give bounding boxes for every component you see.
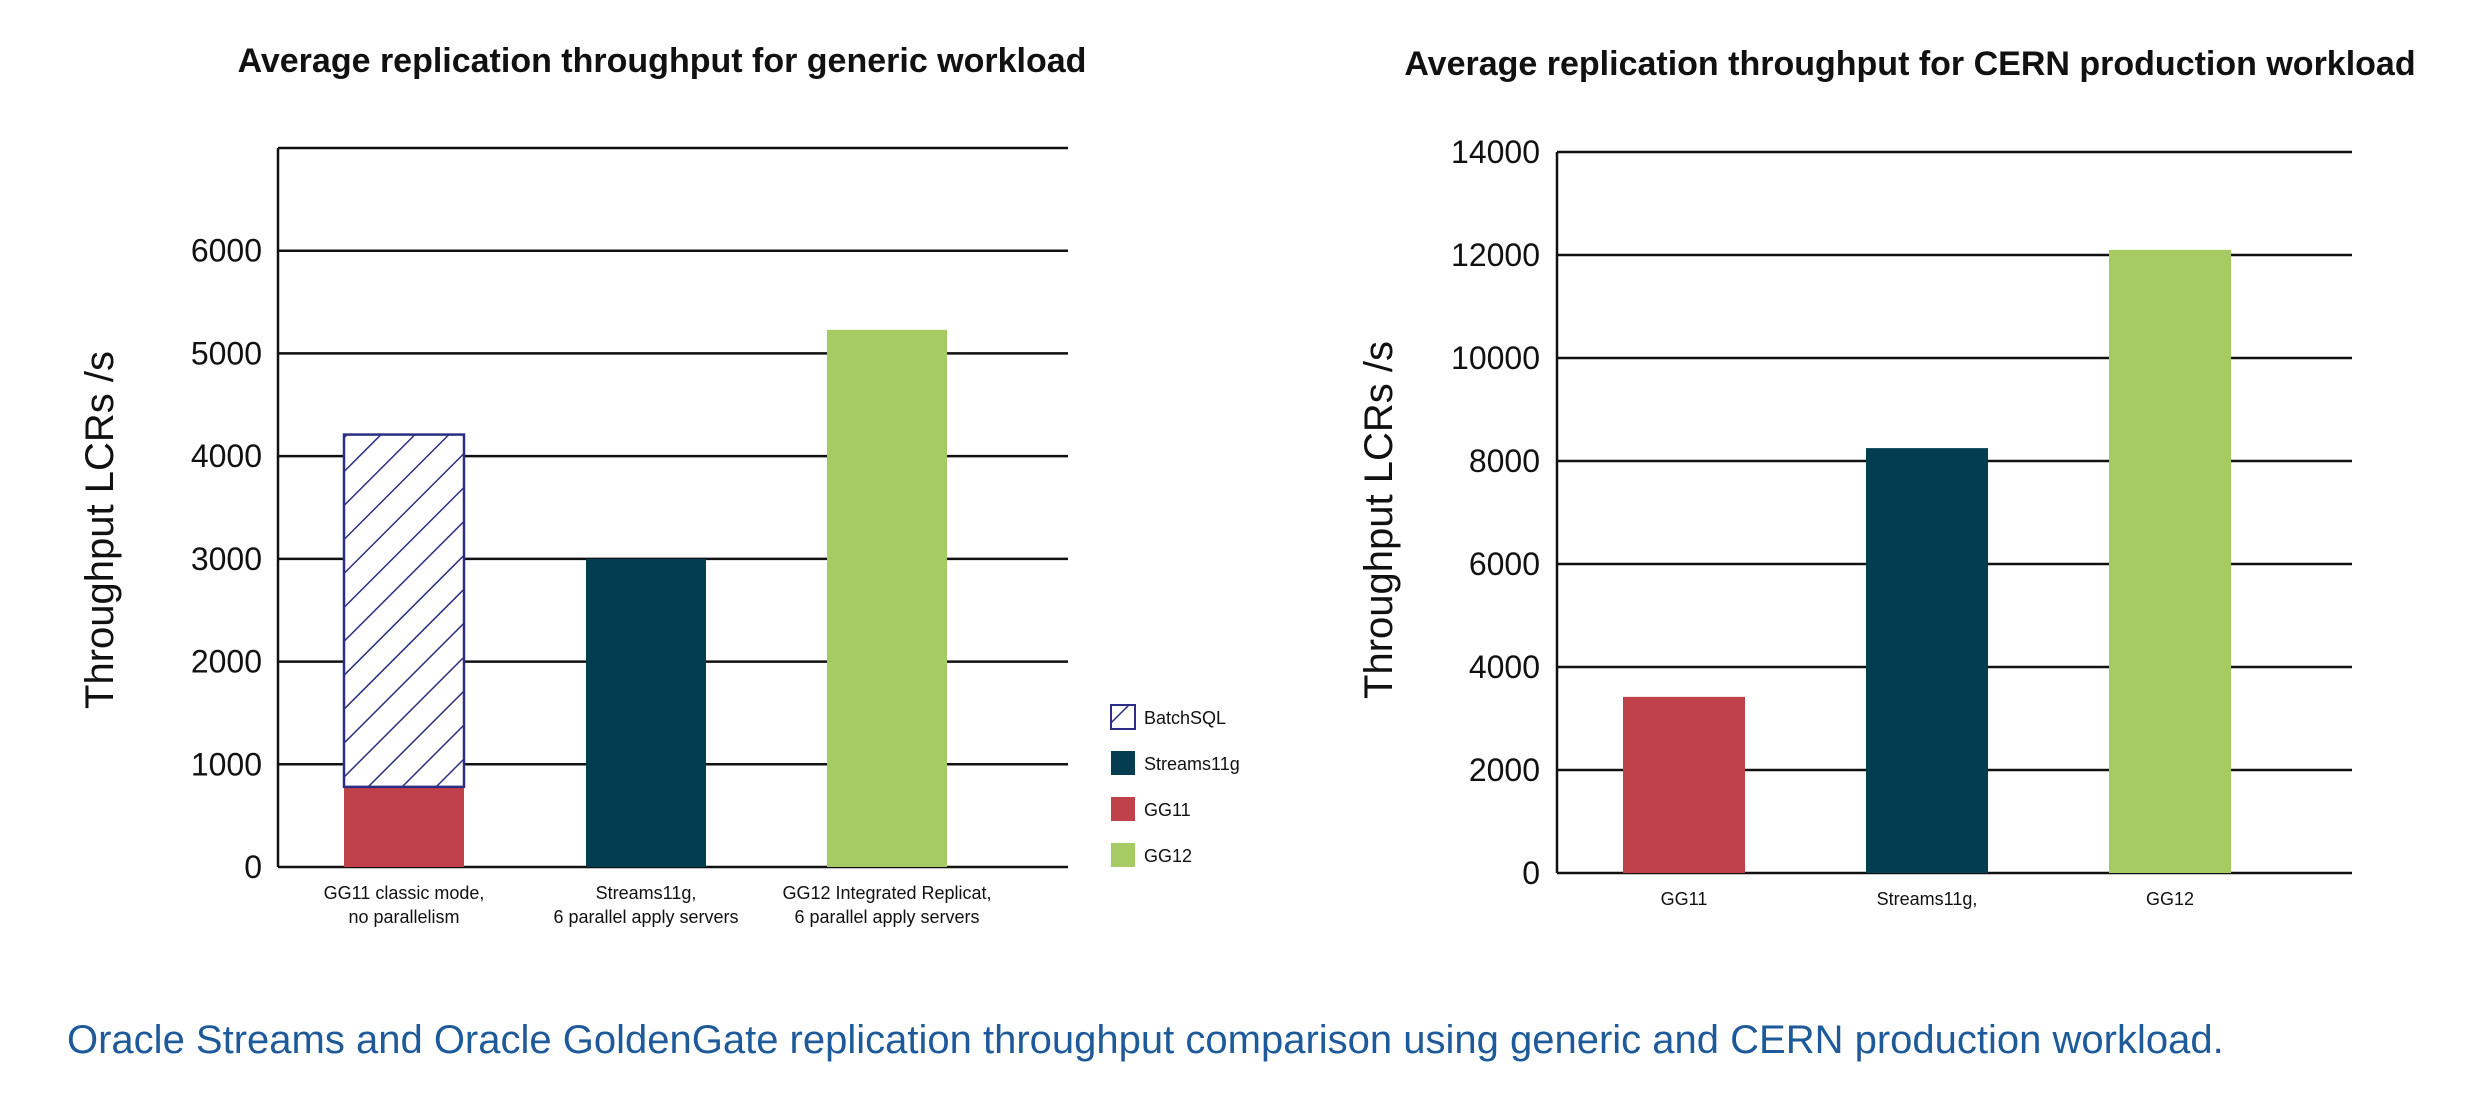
legend-swatch-batchsql	[1110, 704, 1136, 730]
bar-gg11	[344, 786, 464, 867]
y-tick-label: 14000	[1451, 134, 1540, 170]
x-category-label: 6 parallel apply servers	[553, 907, 738, 927]
bar-gg12	[827, 329, 947, 867]
generic-workload-chart: Average replication throughput for gener…	[78, 42, 1240, 927]
legend-label: Streams11g	[1144, 754, 1240, 774]
bar-gg12	[2109, 249, 2231, 874]
y-tick-label: 4000	[1469, 649, 1540, 685]
y-tick-label: 6000	[191, 233, 262, 269]
y-axis-label: Throughput LCRs /s	[78, 351, 122, 709]
y-tick-label: 3000	[191, 541, 262, 577]
x-category-label: Streams11g,	[596, 883, 697, 903]
x-category-label: GG12	[2146, 889, 2194, 909]
chart2-title: Average replication throughput for CERN …	[1404, 45, 2415, 83]
y-tick-label: 1000	[191, 746, 262, 782]
x-category-label: GG11 classic mode,	[324, 883, 485, 903]
y-tick-label: 6000	[1469, 546, 1540, 582]
y-tick-label: 4000	[191, 438, 262, 474]
legend-swatch-streams11g	[1111, 751, 1135, 775]
x-category-label: GG12 Integrated Replicat,	[782, 883, 991, 903]
y-tick-label: 5000	[191, 335, 262, 371]
y-tick-label: 8000	[1469, 443, 1540, 479]
chart1-title: Average replication throughput for gener…	[238, 42, 1087, 80]
y-tick-label: 2000	[1469, 752, 1540, 788]
x-category-label: GG11	[1661, 889, 1708, 909]
legend-label: GG11	[1144, 800, 1191, 820]
y-axis-label: Throughput LCRs /s	[1357, 341, 1401, 699]
legend-swatch-gg11	[1111, 797, 1135, 821]
x-category-label: no parallelism	[348, 907, 459, 927]
cern-workload-chart: Average replication throughput for CERN …	[1357, 45, 2416, 909]
y-tick-label: 0	[1522, 855, 1540, 891]
legend-label: BatchSQL	[1144, 708, 1226, 728]
bar-streams11g	[1866, 448, 1988, 873]
x-category-label: 6 parallel apply servers	[794, 907, 979, 927]
bar-gg11	[1623, 696, 1745, 873]
legend-swatch-gg12	[1111, 843, 1135, 867]
y-tick-label: 12000	[1451, 237, 1540, 273]
y-tick-label: 0	[244, 849, 262, 885]
figure-caption: Oracle Streams and Oracle GoldenGate rep…	[67, 1018, 2224, 1062]
bar-streams11g	[586, 558, 706, 867]
y-tick-label: 2000	[191, 644, 262, 680]
legend-label: GG12	[1144, 846, 1192, 866]
y-tick-label: 10000	[1451, 340, 1540, 376]
bar-batchsql	[342, 433, 466, 789]
x-category-label: Streams11g,	[1877, 889, 1978, 909]
